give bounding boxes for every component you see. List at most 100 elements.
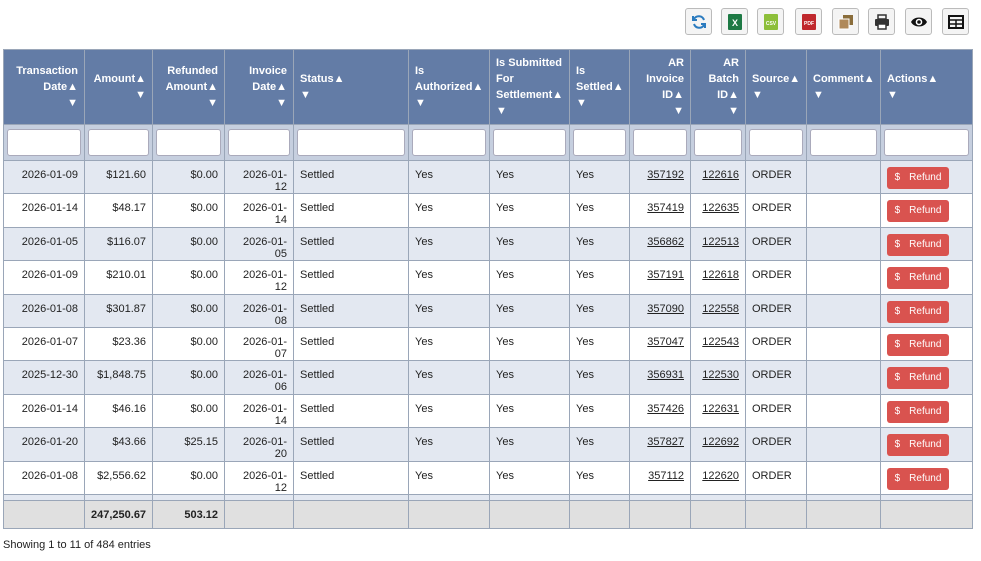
view-button[interactable] bbox=[905, 8, 932, 35]
table-cell: ORDER bbox=[745, 360, 807, 395]
column-header[interactable]: Is Authorized▲ ▼ bbox=[408, 49, 490, 125]
id-link[interactable]: 357112 bbox=[648, 469, 684, 482]
id-link[interactable]: 122558 bbox=[702, 302, 739, 315]
cell-text: ORDER bbox=[752, 302, 792, 315]
table-cell: 357192 bbox=[629, 160, 691, 195]
column-header[interactable]: AR Batch ID▲ ▼ bbox=[690, 49, 746, 125]
cell-text: Settled bbox=[300, 469, 335, 482]
cell-text: Yes bbox=[496, 402, 514, 415]
id-link[interactable]: 122616 bbox=[702, 169, 739, 181]
table-row: 2026-01-14 $48.17 $0.00 2026-01-14 Settled Ye… bbox=[3, 193, 973, 228]
cell-text: Yes bbox=[415, 202, 433, 215]
id-link[interactable]: 122513 bbox=[702, 235, 739, 248]
table-cell: $ Refund bbox=[880, 293, 973, 328]
id-link[interactable]: 356931 bbox=[647, 369, 684, 382]
filter-input[interactable] bbox=[694, 129, 742, 156]
filter-cell bbox=[152, 124, 225, 161]
table-cell: Settled bbox=[293, 293, 409, 328]
column-header[interactable]: Status▲ ▼ bbox=[293, 49, 409, 125]
cell-text: 2026-01-12 bbox=[242, 169, 287, 193]
table-cell: 2025-12-30 bbox=[3, 360, 85, 395]
id-link[interactable]: 122620 bbox=[702, 469, 739, 482]
id-link[interactable]: 122635 bbox=[702, 202, 739, 215]
column-header[interactable]: Amount▲ ▼ bbox=[84, 49, 153, 125]
print-button[interactable] bbox=[868, 8, 895, 35]
cell-text: Yes bbox=[496, 269, 514, 282]
cell-text: 2026-01-12 bbox=[242, 269, 287, 294]
column-header[interactable]: Invoice Date▲ ▼ bbox=[224, 49, 294, 125]
filter-input[interactable] bbox=[228, 129, 290, 156]
table-cell: 122543 bbox=[690, 326, 746, 362]
table-cell: Yes bbox=[569, 460, 630, 495]
table-cell: $0.00 bbox=[152, 226, 225, 262]
id-link[interactable]: 357827 bbox=[647, 436, 684, 449]
filter-input[interactable] bbox=[412, 129, 486, 156]
refund-button[interactable]: $ Refund bbox=[887, 467, 949, 490]
columns-button[interactable] bbox=[942, 8, 969, 35]
column-header[interactable]: Refunded Amount▲ ▼ bbox=[152, 49, 225, 125]
refund-button[interactable]: $ Refund bbox=[887, 233, 949, 256]
table-cell: 356931 bbox=[629, 360, 691, 395]
id-link[interactable]: 357090 bbox=[647, 302, 684, 315]
refund-label: Refund bbox=[909, 172, 942, 183]
refund-button[interactable]: $ Refund bbox=[887, 333, 949, 356]
filter-input[interactable] bbox=[297, 129, 405, 156]
refund-label: Refund bbox=[909, 372, 942, 384]
pdf-button[interactable]: PDF bbox=[795, 8, 822, 35]
filter-input[interactable] bbox=[884, 129, 969, 156]
id-link[interactable]: 122631 bbox=[702, 402, 739, 415]
cell-text: Yes bbox=[415, 302, 433, 315]
id-link[interactable]: 357426 bbox=[647, 402, 684, 415]
refresh-button[interactable] bbox=[685, 8, 712, 35]
refund-button[interactable]: $ Refund bbox=[887, 267, 949, 290]
excel-button[interactable]: X bbox=[721, 8, 748, 35]
column-header[interactable]: Transaction Date▲ ▼ bbox=[3, 49, 85, 125]
id-link[interactable]: 122618 bbox=[702, 269, 739, 282]
refund-button[interactable]: $ Refund bbox=[887, 300, 949, 323]
filter-input[interactable] bbox=[7, 129, 81, 156]
column-header[interactable]: Source▲ ▼ bbox=[745, 49, 807, 125]
column-header[interactable]: Comment▲ ▼ bbox=[806, 49, 881, 125]
cell-text: Yes bbox=[415, 436, 433, 449]
id-link[interactable]: 357192 bbox=[647, 169, 684, 181]
id-link[interactable]: 356862 bbox=[647, 235, 684, 248]
table-cell bbox=[806, 393, 881, 429]
table-cell: $0.00 bbox=[152, 293, 225, 328]
filter-input[interactable] bbox=[156, 129, 221, 156]
refund-button[interactable]: $ Refund bbox=[887, 434, 949, 457]
refund-button[interactable]: $ Refund bbox=[887, 367, 949, 390]
id-link[interactable]: 122543 bbox=[702, 335, 739, 348]
sort-indicator: ▲ ▼ bbox=[673, 89, 684, 117]
table-cell: $25.15 bbox=[152, 427, 225, 462]
column-header[interactable]: Is Settled▲ ▼ bbox=[569, 49, 630, 125]
table-cell: $116.07 bbox=[84, 226, 153, 262]
id-link[interactable]: 122692 bbox=[702, 436, 739, 449]
cell-text: $46.16 bbox=[112, 402, 146, 415]
filter-input[interactable] bbox=[749, 129, 803, 156]
refund-button[interactable]: $ Refund bbox=[887, 400, 949, 423]
refund-button[interactable]: $ Refund bbox=[887, 200, 949, 223]
id-link[interactable]: 357419 bbox=[647, 202, 684, 215]
cell-text: Yes bbox=[496, 469, 514, 482]
copy-icon bbox=[838, 14, 853, 29]
filter-input[interactable] bbox=[573, 129, 626, 156]
copy-button[interactable] bbox=[832, 8, 859, 35]
filter-input[interactable] bbox=[88, 129, 149, 156]
id-link[interactable]: 122530 bbox=[702, 369, 739, 382]
table-body-scroll: 2026-01-09 $121.60 $0.00 2026-01-12 Settled Y… bbox=[3, 160, 973, 500]
column-header[interactable]: Actions▲ ▼ bbox=[880, 49, 973, 125]
table-cell: 357090 bbox=[629, 293, 691, 328]
cell-text: Yes bbox=[576, 335, 594, 348]
filter-input[interactable] bbox=[810, 129, 877, 156]
table-cell: Settled bbox=[293, 460, 409, 495]
column-header[interactable]: AR Invoice ID▲ ▼ bbox=[629, 49, 691, 125]
column-header[interactable]: Is Submitted For Settlement▲ ▼ bbox=[489, 49, 570, 125]
filter-input[interactable] bbox=[633, 129, 687, 156]
id-link[interactable]: 357191 bbox=[647, 269, 684, 282]
refund-button[interactable]: $ Refund bbox=[887, 167, 949, 189]
refund-icon: $ bbox=[894, 272, 901, 284]
filter-input[interactable] bbox=[493, 129, 566, 156]
id-link[interactable]: 357047 bbox=[647, 335, 684, 348]
csv-button[interactable]: CSV bbox=[757, 8, 784, 35]
cell-text: $0.00 bbox=[190, 169, 218, 181]
